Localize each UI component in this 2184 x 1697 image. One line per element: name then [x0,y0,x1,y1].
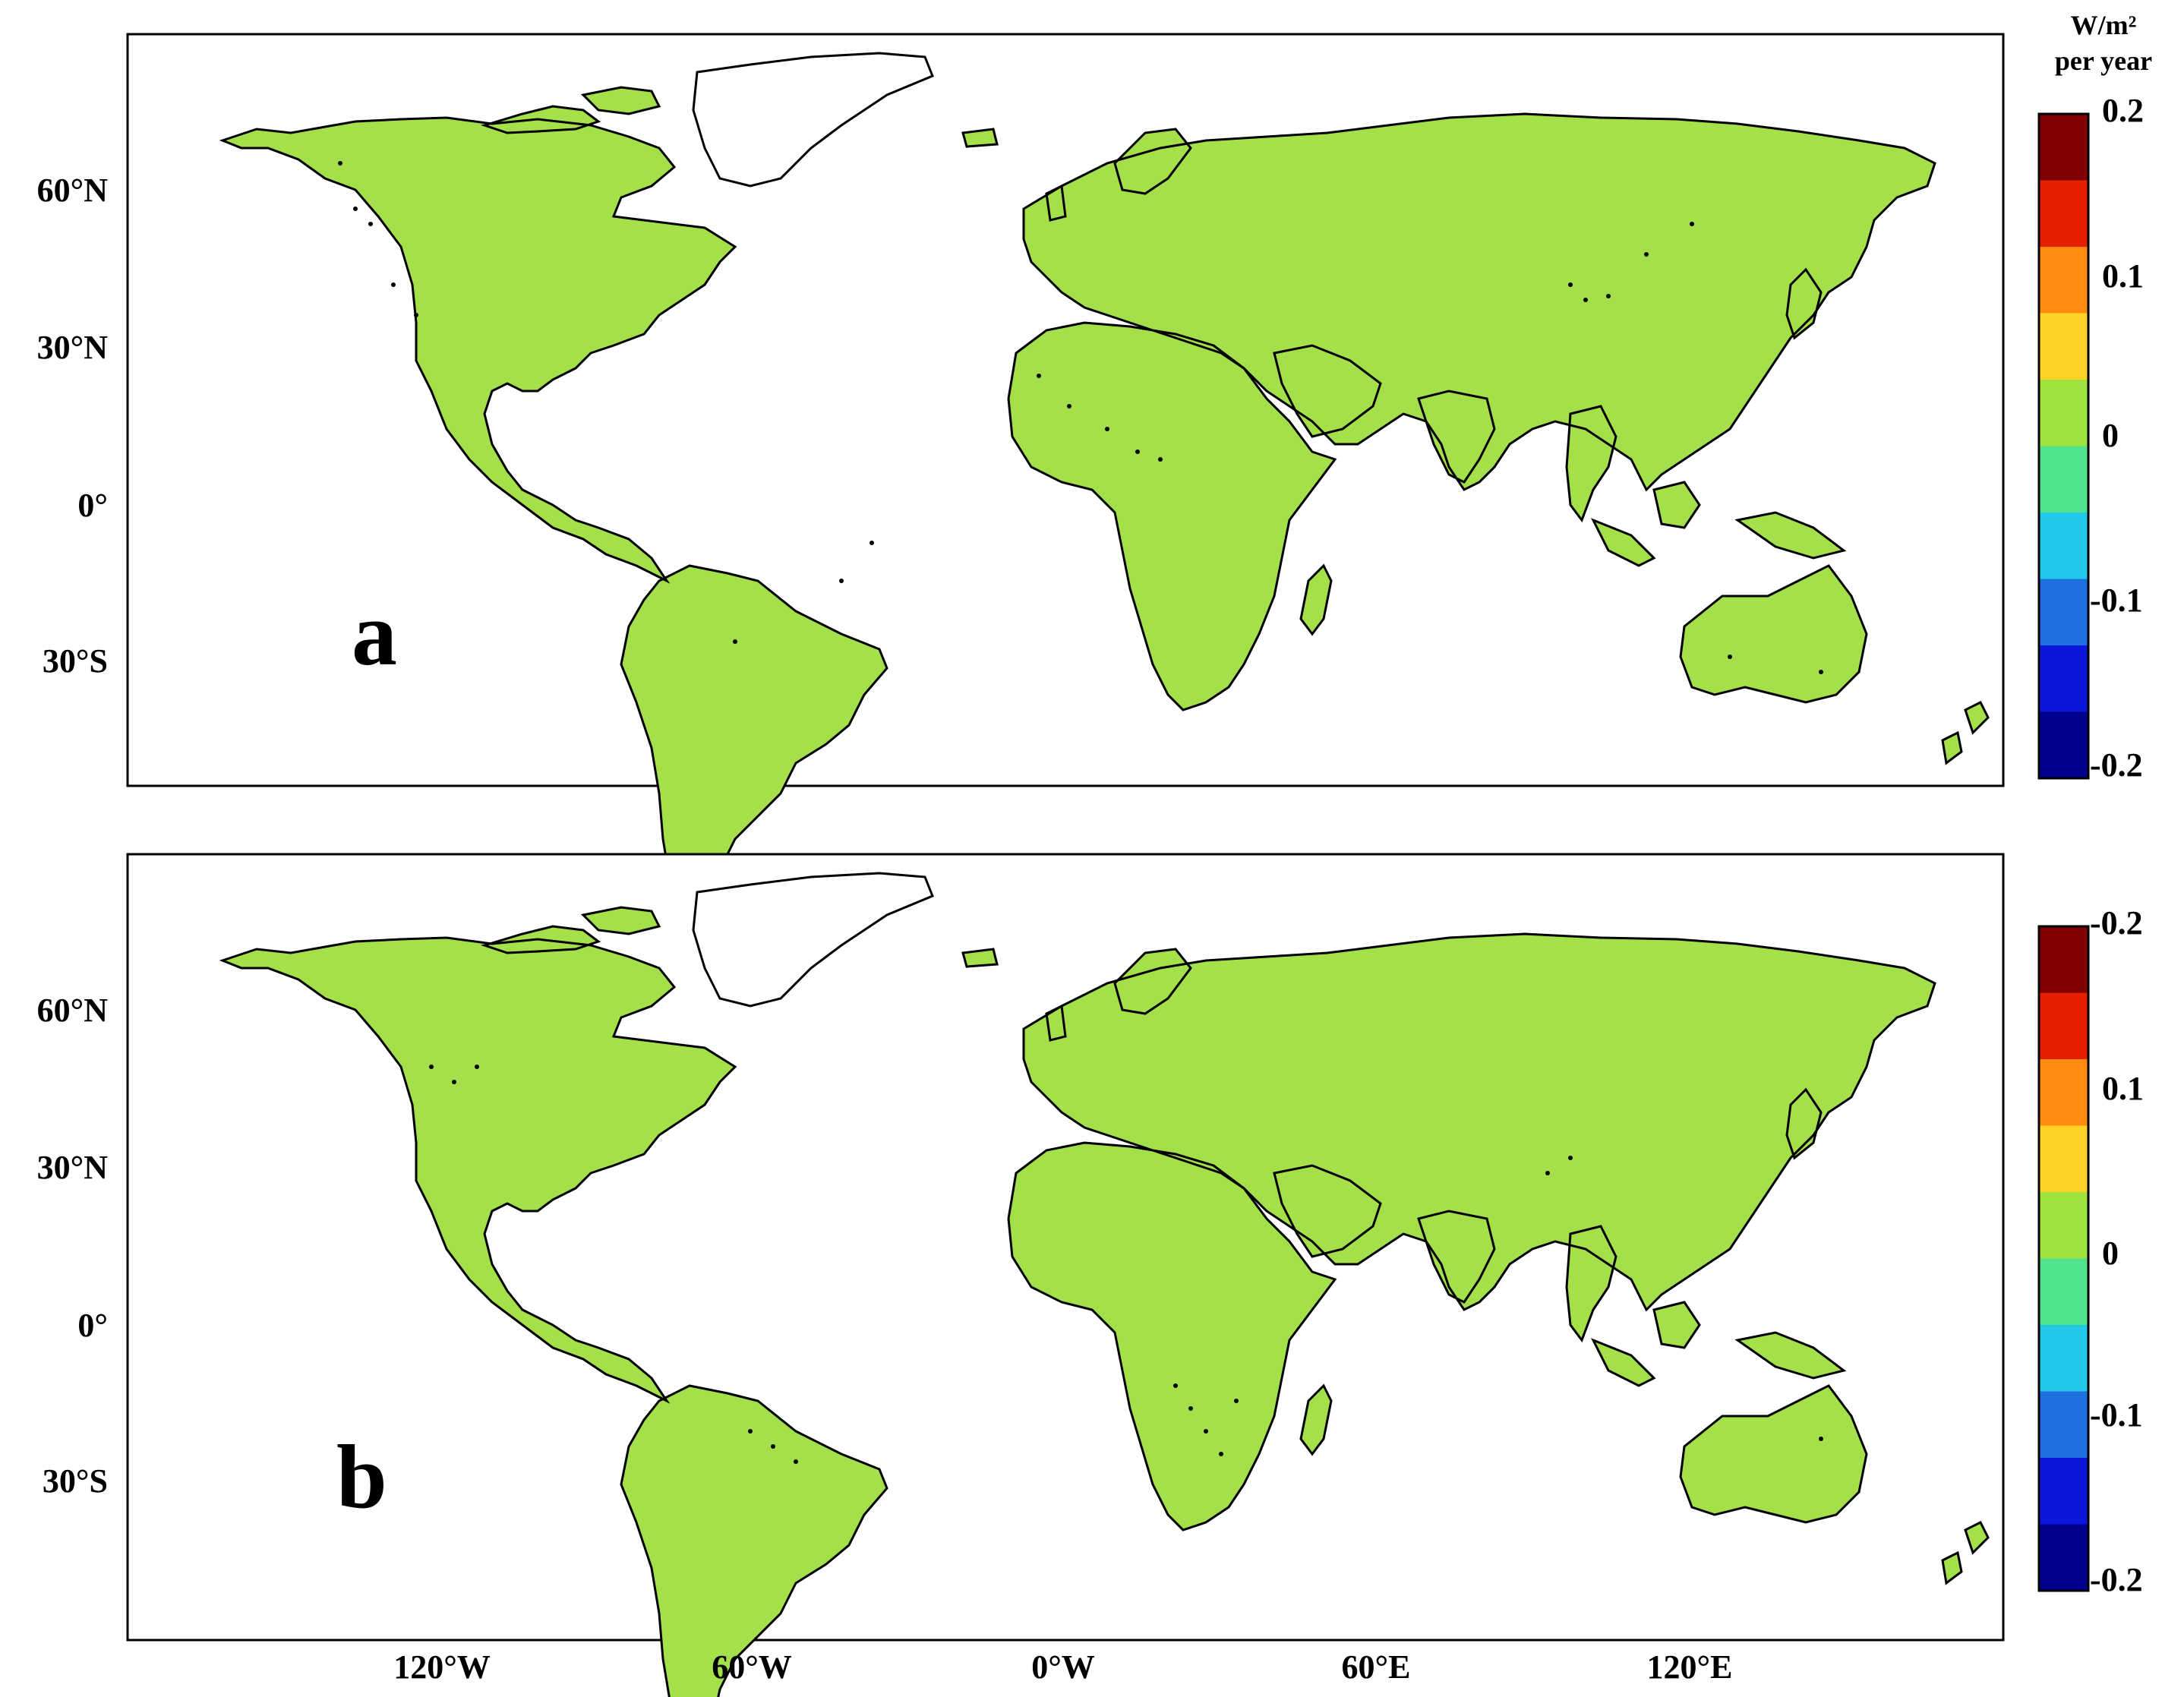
greenland-outline [692,52,934,188]
lat-tick-b-2: 0° [77,1307,108,1344]
panel-a: a [126,33,2005,947]
colorbar-a-segment [2039,247,2088,314]
colorbar-b-segment [2039,1192,2088,1259]
lat-tick-a-3: 30°S [43,642,108,680]
colorbar-b-frame [2037,925,2090,1592]
colorbar-b-segment [2039,1059,2088,1126]
colorbar-unit-line2: per year [2055,46,2152,76]
colorbar-a-segment [2039,313,2088,380]
lat-tick-b-3: 30°S [43,1462,108,1500]
colorbar-b-segment [2039,1125,2088,1193]
colorbar-b-segment [2039,1458,2088,1525]
lon-tick-1: 60°W [712,1648,792,1686]
lat-tick-a-0: 60°N [37,172,109,209]
colorbar-a-segment [2039,513,2088,579]
panel-b: b [126,853,2005,1697]
latitude-ticks: 60°N 30°N 0° 30°S 60°N 30°N 0° 30°S [37,172,109,1500]
colorbar-b [2037,925,2090,1592]
colorbar-a-frame [2037,112,2090,780]
panel-a-significance-dots [338,161,1823,674]
colorbar-a-label-0: 0.2 [2102,92,2144,129]
colorbar-b-segment [2039,926,2088,993]
colorbar-b-label-0: -0.2 [2090,904,2143,942]
colorbar-a-segment [2039,180,2088,248]
colorbar-b-segment [2039,1325,2088,1392]
lat-tick-b-1: 30°N [37,1149,109,1186]
colorbar-b-label-3: -0.1 [2090,1396,2143,1434]
colorbar-b-label-1: 0.1 [2102,1070,2144,1107]
lat-tick-a-1: 30°N [37,329,109,366]
colorbar-a [2037,112,2090,780]
colorbar-a-segment [2039,380,2088,446]
colorbar-a-label-2: 0 [2102,417,2119,454]
colorbar-a-segment [2039,579,2088,646]
lat-tick-b-0: 60°N [37,992,109,1029]
lon-tick-3: 60°E [1342,1648,1411,1686]
colorbar-a-segment [2039,446,2088,513]
colorbar-b-label-2: 0 [2102,1235,2119,1272]
colorbar-b-label-4: -0.2 [2090,1561,2143,1598]
panel-b-letter: b [336,1426,387,1527]
colorbar-b-labels: -0.2 0.1 0 -0.1 -0.2 [2090,904,2144,1598]
greenland-outline [692,872,934,1008]
panel-a-letter: a [352,583,397,684]
colorbar-b-segment [2039,992,2088,1060]
colorbar-a-segment [2039,645,2088,712]
lon-tick-4: 120°E [1647,1648,1733,1686]
colorbar-a-label-1: 0.1 [2102,257,2144,295]
colorbar-a-segment [2039,711,2088,779]
longitude-ticks: 120°W 60°W 0°W 60°E 120°E [393,1648,1732,1686]
panel-b-significance-dots [429,1065,1823,1464]
colorbar-a-segment [2039,114,2088,181]
colorbar-a-labels: 0.2 0.1 0 -0.1 -0.2 [2090,92,2144,784]
lon-tick-0: 120°W [393,1648,491,1686]
lon-tick-2: 0°W [1031,1648,1095,1686]
colorbar-b-segment [2039,1524,2088,1591]
lat-tick-a-2: 0° [77,487,108,524]
colorbar-unit-line1: W/m² [2071,10,2137,40]
colorbar-a-label-3: -0.1 [2090,582,2143,619]
colorbar-b-segment [2039,1258,2088,1326]
colorbar-b-segment [2039,1391,2088,1459]
colorbar-a-label-4: -0.2 [2090,746,2143,784]
